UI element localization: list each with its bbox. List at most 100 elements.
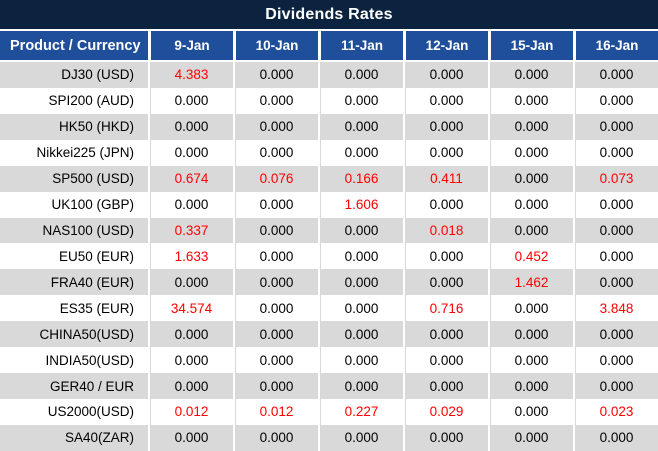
value-cell: 0.000	[318, 269, 403, 296]
value-cell: 0.000	[148, 373, 233, 399]
value-cell: 0.337	[148, 217, 233, 244]
value-cell: 0.000	[573, 87, 658, 114]
value-cell: 0.000	[488, 191, 573, 218]
value-cell: 0.000	[233, 139, 318, 166]
date-header: 12-Jan	[403, 31, 488, 62]
product-cell: HK50 (HKD)	[0, 113, 148, 140]
date-header: 10-Jan	[233, 31, 318, 62]
value-cell: 4.383	[148, 62, 233, 88]
dividends-table: Product / Currency 9-Jan 10-Jan 11-Jan 1…	[0, 31, 658, 451]
value-cell: 0.000	[148, 113, 233, 140]
table-row: FRA40 (EUR) 0.000 0.000 0.000 0.000 1.462 0.00…	[0, 269, 658, 296]
value-cell: 0.000	[488, 398, 573, 425]
table-row: HK50 (HKD) 0.000 0.000 0.000 0.000 0.000 0.000	[0, 113, 658, 140]
value-cell: 0.000	[233, 295, 318, 322]
value-cell: 0.000	[318, 295, 403, 322]
value-cell: 0.000	[318, 321, 403, 348]
value-cell: 0.000	[573, 424, 658, 451]
product-cell: INDIA50(USD)	[0, 347, 148, 374]
date-header: 16-Jan	[573, 31, 658, 62]
table-row: Nikkei225 (JPN) 0.000 0.000 0.000 0.000 0.000…	[0, 139, 658, 166]
value-cell: 0.000	[318, 217, 403, 244]
value-cell: 0.000	[233, 424, 318, 451]
product-cell: UK100 (GBP)	[0, 191, 148, 218]
table-row: CHINA50(USD) 0.000 0.000 0.000 0.000 0.000 0.0…	[0, 321, 658, 348]
value-cell: 0.012	[148, 398, 233, 425]
table-row: SA40(ZAR) 0.000 0.000 0.000 0.000 0.000 0.000	[0, 424, 658, 451]
value-cell: 0.000	[318, 347, 403, 374]
value-cell: 0.000	[318, 243, 403, 270]
table-row: NAS100 (USD) 0.337 0.000 0.000 0.018 0.000 0.0…	[0, 217, 658, 244]
value-cell: 0.000	[488, 217, 573, 244]
value-cell: 1.606	[318, 191, 403, 218]
table-row: GER40 / EUR 0.000 0.000 0.000 0.000 0.000 0.00…	[0, 373, 658, 399]
value-cell: 0.716	[403, 295, 488, 322]
value-cell: 0.000	[488, 113, 573, 140]
value-cell: 0.076	[233, 165, 318, 192]
value-cell: 0.000	[403, 62, 488, 88]
value-cell: 0.000	[403, 269, 488, 296]
value-cell: 0.000	[233, 373, 318, 399]
product-cell: CHINA50(USD)	[0, 321, 148, 348]
page-title: Dividends Rates	[265, 5, 393, 23]
value-cell: 0.000	[403, 373, 488, 399]
table-row: EU50 (EUR) 1.633 0.000 0.000 0.000 0.452 0.000	[0, 243, 658, 270]
product-cell: Nikkei225 (JPN)	[0, 139, 148, 166]
table-row: US2000(USD) 0.012 0.012 0.227 0.029 0.000 0.02…	[0, 398, 658, 425]
value-cell: 0.000	[403, 347, 488, 374]
value-cell: 0.000	[573, 243, 658, 270]
value-cell: 0.000	[318, 87, 403, 114]
table-header-row: Product / Currency 9-Jan 10-Jan 11-Jan 1…	[0, 31, 658, 62]
value-cell: 0.000	[403, 87, 488, 114]
value-cell: 0.000	[148, 191, 233, 218]
value-cell: 0.000	[318, 113, 403, 140]
product-cell: SP500 (USD)	[0, 165, 148, 192]
value-cell: 0.000	[403, 191, 488, 218]
table-row: ES35 (EUR) 34.574 0.000 0.000 0.716 0.000 3.84…	[0, 295, 658, 322]
value-cell: 0.000	[148, 87, 233, 114]
value-cell: 0.000	[318, 139, 403, 166]
value-cell: 0.000	[318, 62, 403, 88]
product-cell: DJ30 (USD)	[0, 62, 148, 88]
value-cell: 0.000	[488, 321, 573, 348]
value-cell: 0.000	[233, 191, 318, 218]
product-currency-header: Product / Currency	[0, 31, 148, 62]
value-cell: 0.000	[403, 139, 488, 166]
value-cell: 0.000	[403, 243, 488, 270]
value-cell: 0.000	[233, 87, 318, 114]
value-cell: 1.633	[148, 243, 233, 270]
value-cell: 0.166	[318, 165, 403, 192]
product-cell: US2000(USD)	[0, 398, 148, 425]
value-cell: 0.411	[403, 165, 488, 192]
table-row: UK100 (GBP) 0.000 0.000 1.606 0.000 0.000 0.00…	[0, 191, 658, 218]
table-row: SPI200 (AUD) 0.000 0.000 0.000 0.000 0.000 0.0…	[0, 87, 658, 114]
value-cell: 0.000	[318, 373, 403, 399]
value-cell: 0.000	[573, 321, 658, 348]
value-cell: 0.452	[488, 243, 573, 270]
value-cell: 0.000	[148, 347, 233, 374]
value-cell: 0.000	[233, 62, 318, 88]
value-cell: 0.000	[148, 139, 233, 166]
value-cell: 0.023	[573, 398, 658, 425]
value-cell: 0.073	[573, 165, 658, 192]
product-cell: SA40(ZAR)	[0, 424, 148, 451]
value-cell: 0.000	[318, 424, 403, 451]
table-row: DJ30 (USD) 4.383 0.000 0.000 0.000 0.000 0.000	[0, 62, 658, 88]
title-bar: Dividends Rates	[0, 0, 658, 31]
value-cell: 0.000	[488, 87, 573, 114]
value-cell: 0.000	[488, 347, 573, 374]
value-cell: 0.012	[233, 398, 318, 425]
value-cell: 0.000	[488, 424, 573, 451]
product-cell: ES35 (EUR)	[0, 295, 148, 322]
value-cell: 0.000	[233, 269, 318, 296]
value-cell: 0.000	[403, 321, 488, 348]
value-cell: 0.000	[573, 373, 658, 399]
value-cell: 0.000	[403, 424, 488, 451]
value-cell: 0.227	[318, 398, 403, 425]
value-cell: 0.000	[233, 243, 318, 270]
value-cell: 0.000	[488, 62, 573, 88]
product-cell: GER40 / EUR	[0, 373, 148, 399]
table-row: INDIA50(USD) 0.000 0.000 0.000 0.000 0.000 0.0…	[0, 347, 658, 374]
value-cell: 0.000	[488, 139, 573, 166]
